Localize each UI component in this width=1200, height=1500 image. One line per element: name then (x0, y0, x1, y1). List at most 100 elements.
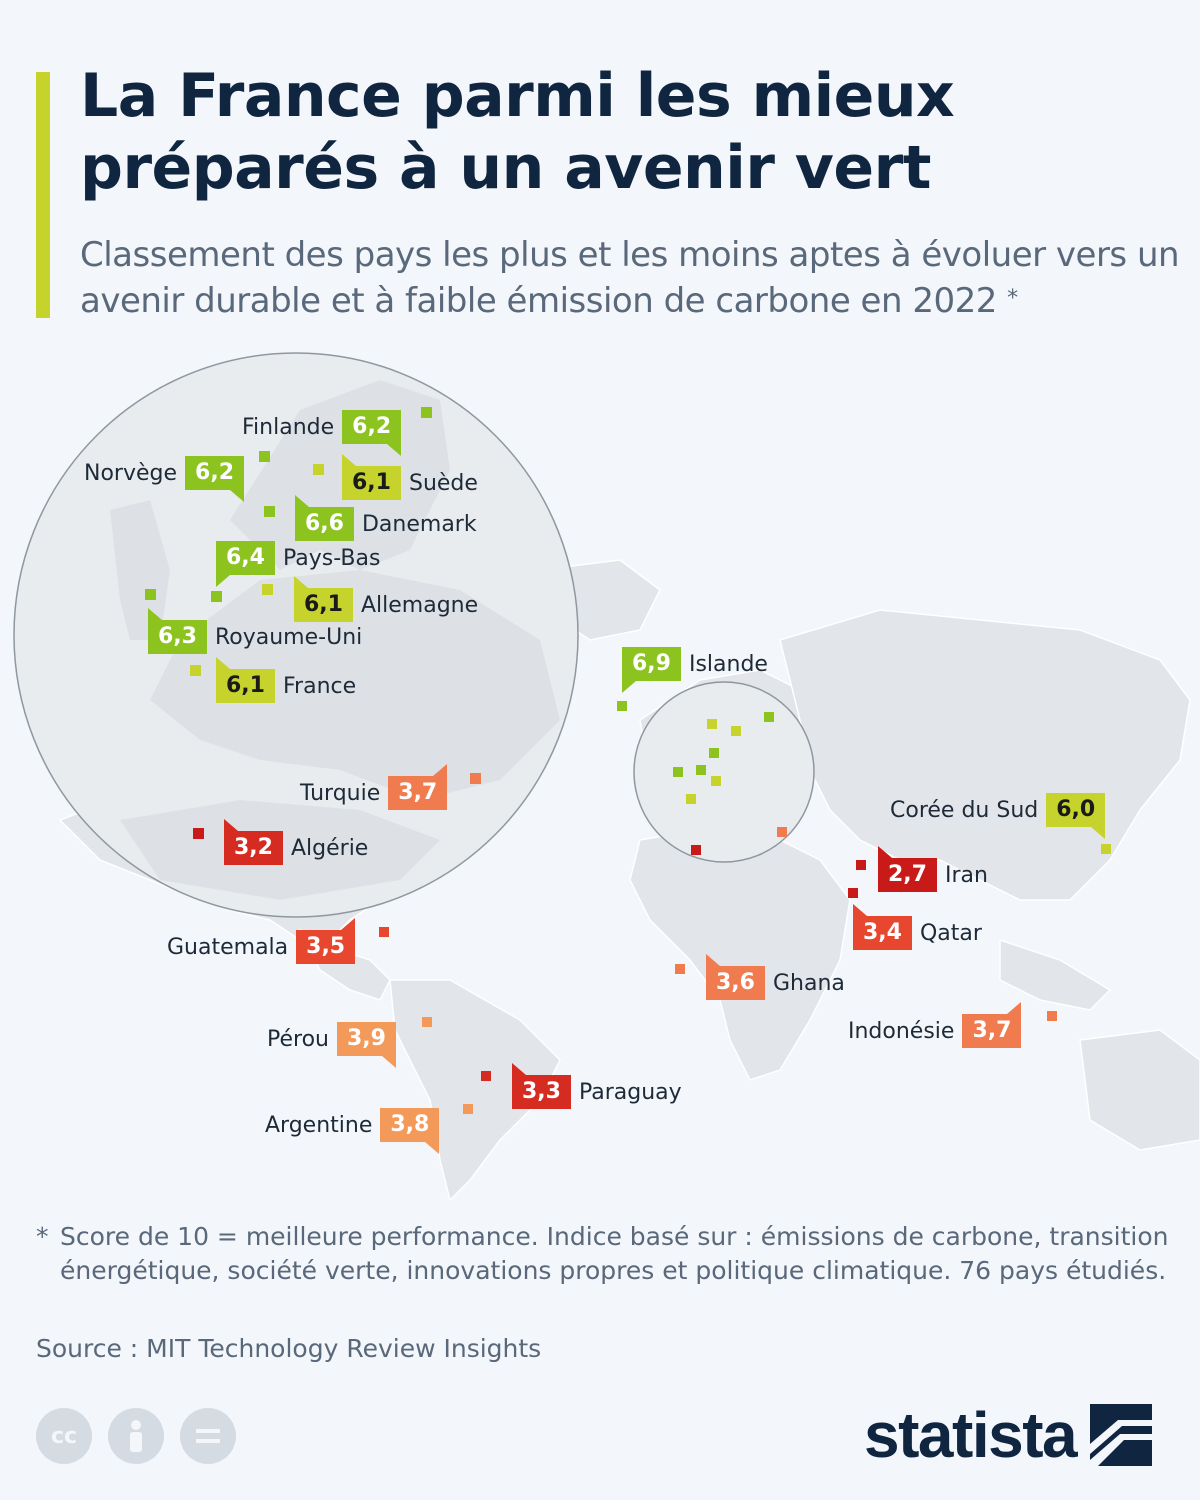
marker-ghana (675, 964, 685, 974)
country-name: France (282, 673, 357, 699)
europe-locator-circle (633, 681, 815, 863)
subtitle-text: Classement des pays les plus et les moin… (80, 235, 1180, 321)
score-badge: 6,2 (185, 456, 245, 502)
logo-wordmark: statista (864, 1399, 1078, 1471)
score-badge: 3,5 (296, 918, 356, 964)
mini-marker-norvege (707, 719, 717, 729)
score-badge: 6,4 (216, 541, 275, 587)
country-name: Corée du Sud (890, 797, 1039, 823)
label-allemagne: 6,1 Allemagne (294, 576, 479, 622)
marker-islande (617, 701, 627, 711)
africa-shape (629, 829, 851, 1081)
marker-perou (422, 1017, 432, 1027)
marker-iran (856, 860, 866, 870)
zoom-marker-suede (313, 464, 324, 475)
cc-icon[interactable]: cc (36, 1408, 92, 1464)
score-badge: 3,2 (224, 819, 283, 865)
country-name: Algérie (290, 835, 369, 861)
zoom-marker-algerie (193, 828, 204, 839)
mini-marker-finlande (764, 712, 774, 722)
country-name: Pays-Bas (282, 545, 381, 571)
label-paraguay: 3,3 Paraguay (512, 1063, 682, 1109)
label-qatar: 3,4 Qatar (853, 904, 982, 950)
label-finlande: Finlande 6,2 (242, 410, 402, 456)
subtitle-asterisk: * (1007, 286, 1018, 311)
label-guatemala: Guatemala 3,5 (167, 918, 356, 964)
mini-marker-france (686, 794, 696, 804)
zoom-marker-finlande (421, 407, 432, 418)
label-ghana: 3,6 Ghana (706, 954, 845, 1000)
score-badge: 3,8 (380, 1108, 440, 1154)
marker-argentine (463, 1104, 473, 1114)
equals-icon[interactable] (180, 1408, 236, 1464)
score-badge: 6,6 (295, 495, 354, 541)
country-name: Norvège (84, 460, 178, 486)
locator-markers (145, 407, 1111, 1114)
page-title: La France parmi les mieux préparés à un … (80, 61, 955, 203)
label-turquie: Turquie 3,7 (300, 764, 448, 810)
southeast-asia-shape (999, 938, 1112, 1011)
score-badge: 6,0 (1046, 793, 1106, 839)
label-france: 6,1 France (216, 657, 357, 703)
country-name: Allemagne (360, 592, 479, 618)
mainland-europe-shape (150, 570, 560, 800)
label-argentine: Argentine 3,8 (265, 1108, 440, 1154)
country-name: Argentine (265, 1112, 373, 1138)
mini-marker-royaumeuni (673, 767, 683, 777)
score-badge: 6,9 (622, 647, 681, 693)
score-badge: 6,1 (342, 454, 401, 500)
statista-logo[interactable]: statista (864, 1398, 1153, 1472)
score-badge: 3,3 (512, 1063, 571, 1109)
asia-shape (779, 609, 1191, 901)
label-indonesie: Indonésie 3,7 (848, 1002, 1022, 1048)
country-name: Danemark (361, 511, 477, 537)
label-royaumeuni: 6,3 Royaume-Uni (148, 608, 363, 654)
australia-shape (1079, 1029, 1200, 1151)
score-badge: 3,7 (962, 1002, 1022, 1048)
country-name: Indonésie (848, 1018, 955, 1044)
page-subtitle: Classement des pays les plus et les moin… (80, 232, 1190, 324)
mini-marker-algerie (691, 845, 701, 855)
label-suede: 6,1 Suède (342, 454, 478, 500)
country-name: Pérou (267, 1026, 329, 1052)
zoom-marker-paysbas (211, 591, 222, 602)
label-algerie: 3,2 Algérie (224, 819, 369, 865)
country-name: Islande (688, 651, 768, 677)
marker-coree (1101, 844, 1111, 854)
person-icon[interactable] (108, 1408, 164, 1464)
zoom-marker-france (190, 665, 201, 676)
country-name: Suède (408, 470, 478, 496)
mini-marker-suede (731, 726, 741, 736)
zoom-marker-royaumeuni (145, 589, 156, 600)
score-badge: 6,1 (216, 657, 275, 703)
mini-marker-paysbas (696, 765, 706, 775)
score-badge: 6,2 (342, 410, 402, 456)
label-perou: Pérou 3,9 (267, 1022, 396, 1068)
country-name: Paraguay (578, 1079, 682, 1105)
score-badge: 3,9 (336, 1022, 396, 1068)
footnote-asterisk: * (36, 1222, 49, 1251)
marker-qatar (848, 888, 858, 898)
uk-shape (110, 500, 170, 640)
zoom-marker-norvege (259, 451, 270, 462)
score-badge: 3,4 (853, 904, 912, 950)
south-america-shape (389, 979, 561, 1200)
source-line: Source : MIT Technology Review Insights (36, 1334, 542, 1363)
footnote: * Score de 10 = meilleure performance. I… (36, 1220, 1176, 1288)
mini-marker-danemark (709, 748, 719, 758)
zoom-land (110, 380, 560, 900)
mini-marker-allemagne (711, 776, 721, 786)
accent-bar (36, 72, 50, 318)
country-name: Qatar (919, 920, 982, 946)
country-name: Royaume-Uni (214, 624, 363, 650)
country-name: Finlande (242, 414, 335, 440)
score-badge: 6,1 (294, 576, 353, 622)
label-norvege: Norvège 6,2 (84, 456, 245, 502)
score-badge: 3,7 (388, 764, 448, 810)
country-name: Iran (944, 862, 988, 888)
country-name: Turquie (300, 780, 381, 806)
marker-indonesie (1047, 1011, 1057, 1021)
zoom-marker-allemagne (262, 584, 273, 595)
country-name: Guatemala (167, 934, 289, 960)
label-islande: 6,9 Islande (622, 647, 768, 693)
